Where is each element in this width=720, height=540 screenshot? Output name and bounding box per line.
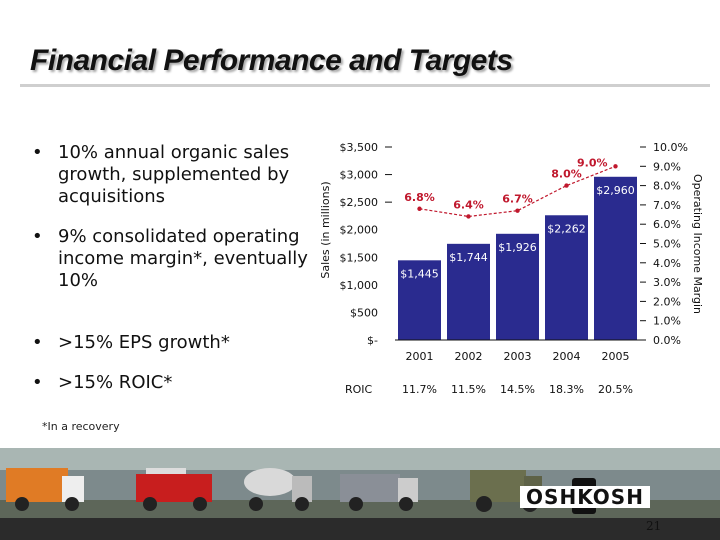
oshkosh-logo: OSHKOSH [520, 478, 650, 514]
y2-tick-label: 5.0% [653, 238, 681, 251]
bar-value-label: $2,960 [596, 184, 635, 197]
margin-point [466, 214, 471, 219]
y2-tick-label: 9.0% [653, 160, 681, 173]
bar-value-label: $1,744 [449, 251, 488, 264]
margin-label: 6.8% [404, 191, 435, 204]
y-tick-label: $3,000 [340, 169, 379, 182]
fire-truck-icon [136, 468, 212, 511]
y-tick-label: $2,000 [340, 224, 379, 237]
bullet-dot: • [32, 142, 43, 163]
y2-tick-label: 3.0% [653, 276, 681, 289]
margin-label: 8.0% [551, 168, 582, 181]
bullet-item: • 9% consolidated operating income margi… [32, 226, 318, 292]
bar-value-label: $1,445 [400, 267, 439, 280]
margin-point [613, 164, 618, 169]
bar [398, 260, 441, 340]
bar [545, 215, 588, 340]
margin-line-series: 6.8% 6.4% 6.7% 8.0%9.0% [404, 156, 618, 219]
bullet-dot: • [32, 372, 43, 393]
bar-labels: $1,445 $1,744 $1,926 $2,262 $2,960 [400, 184, 635, 281]
bar-value-label: $1,926 [498, 241, 537, 254]
roic-row: ROIC 11.7% 11.5% 14.5% 18.3% 20.5% [345, 383, 633, 396]
right-axis: 0.0% 1.0% 2.0% 3.0% 4.0% 5.0% 6.0% 7.0% 8.0% 9.0%… [640, 141, 688, 347]
margin-point [417, 206, 422, 211]
y2-tick-label: 7.0% [653, 199, 681, 212]
y2-tick-label: 0.0% [653, 334, 681, 347]
y-tick-label: $- [367, 334, 378, 347]
margin-label: 6.7% [502, 193, 533, 206]
x-tick-label: 2003 [504, 350, 532, 363]
bullet-list: • 10% annual organic sales growth, suppl… [32, 142, 322, 310]
bullet-text: 10% annual organic sales growth, supplem… [58, 142, 290, 207]
margin-point [515, 208, 520, 213]
y-tick-label: $500 [350, 306, 378, 319]
x-axis: 2001 2002 2003 2004 2005 [395, 339, 640, 363]
garbage-truck-icon [6, 468, 84, 511]
y2-tick-label: 4.0% [653, 257, 681, 270]
bar [594, 176, 637, 340]
roic-value: 11.5% [451, 383, 486, 396]
y2-tick-label: 2.0% [653, 295, 681, 308]
y2-tick-label: 8.0% [653, 180, 681, 193]
margin-label: 6.4% [453, 198, 484, 211]
y-tick-label: $3,500 [340, 141, 379, 154]
roic-value: 14.5% [500, 383, 535, 396]
y2-axis-label: Operating Income Margin [691, 174, 704, 314]
roic-label: ROIC [345, 383, 373, 396]
page-number: 21 [646, 519, 662, 533]
y-tick-label: $1,000 [340, 279, 379, 292]
bullet-text: 9% consolidated operating income margin*… [58, 226, 308, 291]
sales-margin-chart: $- $500 $1,000 $1,500 $2,000 $2,500 $3,000 $3,5… [319, 141, 704, 396]
x-tick-label: 2004 [553, 350, 581, 363]
bullet-dot: • [32, 332, 43, 353]
cement-mixer-icon [244, 468, 312, 511]
y2-tick-label: 10.0% [653, 141, 688, 154]
y2-tick-label: 6.0% [653, 218, 681, 231]
dump-truck-icon [340, 474, 418, 511]
bullet-item: • >15% ROIC* [32, 372, 172, 394]
roic-value: 18.3% [549, 383, 584, 396]
x-tick-label: 2005 [602, 350, 630, 363]
bullet-text: >15% EPS growth* [58, 332, 230, 353]
x-tick-label: 2002 [455, 350, 483, 363]
footnote: *In a recovery [42, 420, 120, 433]
roic-value: 11.7% [402, 383, 437, 396]
left-axis: $- $500 $1,000 $1,500 $2,000 $2,500 $3,000 $3,5… [340, 141, 392, 347]
title-underline [20, 84, 710, 87]
margin-point [564, 183, 569, 188]
svg-text:OSHKOSH: OSHKOSH [526, 485, 644, 509]
margin-line [419, 165, 616, 218]
bar [447, 243, 490, 340]
bullet-dot: • [32, 226, 43, 247]
margin-label: 9.0% [577, 156, 608, 169]
bullet-text: >15% ROIC* [58, 372, 173, 393]
y-axis-label: Sales (in millions) [319, 181, 332, 278]
bar-series [398, 176, 637, 340]
y-tick-label: $2,500 [340, 196, 379, 209]
bar-value-label: $2,262 [547, 222, 586, 235]
bullet-item: • >15% EPS growth* [32, 332, 230, 354]
bar [496, 233, 539, 340]
bullet-item: • 10% annual organic sales growth, suppl… [32, 142, 318, 208]
slide-title: Financial Performance and Targets [30, 44, 513, 77]
footer-bar [0, 518, 720, 540]
roic-value: 20.5% [598, 383, 633, 396]
x-tick-label: 2001 [406, 350, 434, 363]
y-tick-label: $1,500 [340, 251, 379, 264]
y2-tick-label: 1.0% [653, 315, 681, 328]
